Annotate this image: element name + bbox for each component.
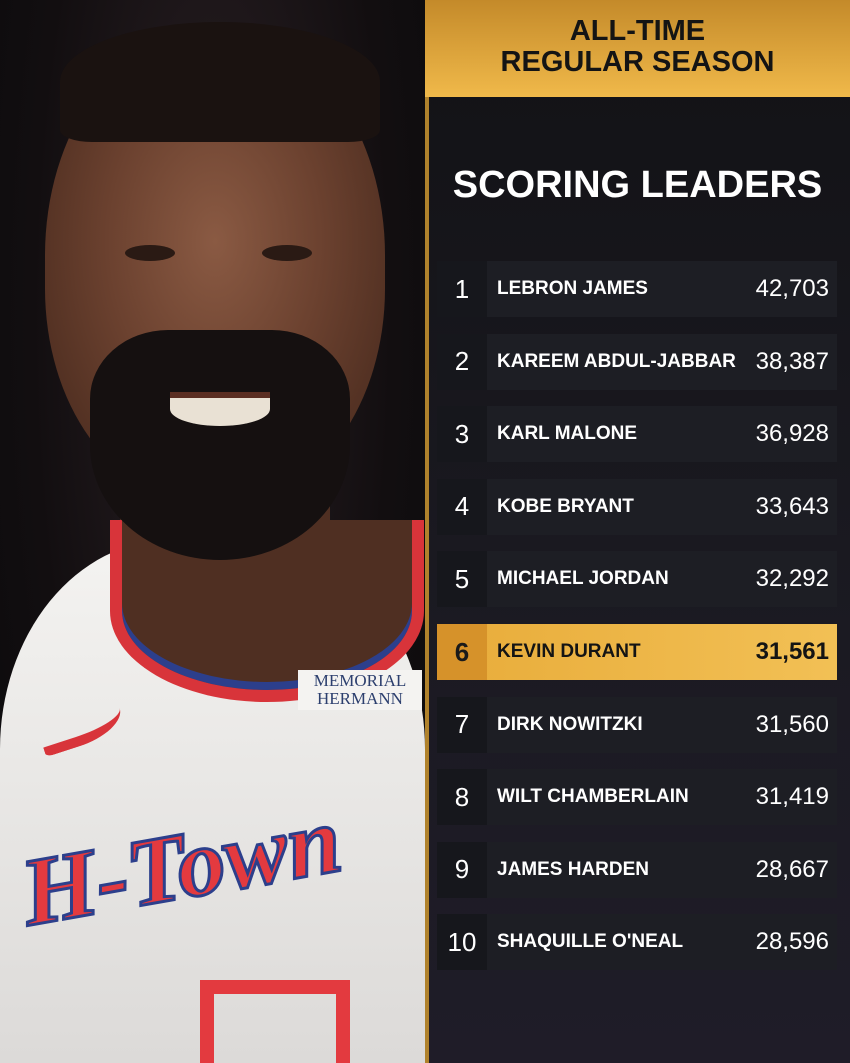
points-cell: 31,560 [756, 711, 837, 739]
rank-cell: 9 [437, 841, 487, 898]
rank: 9 [454, 854, 470, 885]
header-line-1: ALL-TIME [569, 15, 706, 47]
points-cell: 31,561 [756, 638, 837, 666]
player-mouth [170, 392, 270, 426]
name-cell: LEBRON JAMES [487, 278, 756, 300]
name-cell: JAMES HARDEN [487, 859, 756, 881]
points: 31,560 [755, 710, 829, 738]
rank-cell: 7 [437, 696, 487, 753]
name-cell: KOBE BRYANT [487, 496, 756, 518]
jersey-sponsor-patch: MEMORIAL HERMANN [298, 670, 422, 710]
points: 36,928 [755, 420, 829, 448]
rank: 2 [454, 346, 470, 377]
rank-cell: 3 [437, 406, 487, 463]
rank-cell: 2 [437, 333, 487, 390]
leader-row: 9 JAMES HARDEN 28,667 [437, 841, 837, 898]
points: 33,643 [755, 492, 829, 520]
leader-row: 3 KARL MALONE 36,928 [437, 406, 837, 463]
points: 31,561 [755, 638, 829, 665]
panel-divider [425, 0, 429, 1063]
rank: 4 [454, 491, 470, 522]
rank: 3 [454, 418, 470, 449]
points: 28,596 [755, 928, 829, 956]
rank-cell: 8 [437, 769, 487, 826]
name-cell: KEVIN DURANT [487, 641, 756, 663]
rank-cell: 6 [437, 624, 487, 680]
name-cell: MICHAEL JORDAN [487, 568, 756, 590]
player-hair [60, 22, 380, 142]
name-cell: KAREEM ABDUL-JABBAR [487, 351, 756, 373]
leader-row: 10 SHAQUILLE O'NEAL 28,596 [437, 914, 837, 971]
points: 28,667 [755, 855, 829, 883]
player-name: KOBE BRYANT [497, 495, 634, 517]
player-name: MICHAEL JORDAN [497, 568, 669, 590]
rank: 5 [454, 563, 470, 594]
points: 32,292 [755, 565, 829, 593]
player-name: LEBRON JAMES [497, 278, 648, 299]
rank: 6 [454, 636, 470, 667]
name-cell: DIRK NOWITZKI [487, 714, 756, 736]
player-name: KARL MALONE [497, 423, 638, 445]
leader-row: 1 LEBRON JAMES 42,703 [437, 261, 837, 317]
points-cell: 31,419 [756, 783, 837, 811]
name-cell: SHAQUILLE O'NEAL [487, 931, 756, 953]
leader-row: 8 WILT CHAMBERLAIN 31,419 [437, 769, 837, 826]
leader-row: 6 KEVIN DURANT 31,561 [437, 624, 837, 680]
leader-row: 5 MICHAEL JORDAN 32,292 [437, 551, 837, 608]
rank-cell: 1 [437, 261, 487, 317]
leader-row: 2 KAREEM ABDUL-JABBAR 38,387 [437, 333, 837, 390]
points: 31,419 [755, 783, 829, 811]
leader-row: 4 KOBE BRYANT 33,643 [437, 478, 837, 535]
rank-cell: 4 [437, 478, 487, 535]
points-cell: 28,667 [756, 856, 837, 884]
points-cell: 32,292 [756, 565, 837, 593]
rank-cell: 5 [437, 551, 487, 608]
player-name: KAREEM ABDUL-JABBAR [497, 350, 736, 372]
header-banner: ALL-TIME REGULAR SEASON [425, 0, 850, 97]
eye [125, 245, 175, 261]
header-line-2: REGULAR SEASON [500, 46, 775, 78]
player-name: JAMES HARDEN [497, 858, 650, 880]
player-beard [90, 330, 350, 560]
rank: 1 [454, 273, 470, 304]
player-photo: MEMORIAL HERMANN H-Town [0, 0, 425, 1063]
points-cell: 38,387 [756, 348, 837, 376]
jersey-number [200, 980, 350, 1063]
name-cell: KARL MALONE [487, 423, 756, 445]
eye [262, 245, 312, 261]
points: 38,387 [755, 347, 829, 375]
points: 42,703 [755, 275, 829, 302]
player-name: SHAQUILLE O'NEAL [497, 931, 684, 953]
player-name: DIRK NOWITZKI [497, 713, 643, 735]
points-cell: 33,643 [756, 493, 837, 521]
points-cell: 36,928 [756, 420, 837, 448]
rank: 7 [454, 709, 470, 740]
page-title: SCORING LEADERS [452, 164, 823, 206]
player-name: WILT CHAMBERLAIN [497, 786, 689, 808]
name-cell: WILT CHAMBERLAIN [487, 786, 756, 808]
leader-row: 7 DIRK NOWITZKI 31,560 [437, 696, 837, 753]
player-name: KEVIN DURANT [497, 641, 641, 662]
rank: 10 [447, 926, 477, 957]
rank-cell: 10 [437, 914, 487, 971]
points-cell: 42,703 [756, 275, 837, 303]
rank: 8 [454, 781, 470, 812]
points-cell: 28,596 [756, 928, 837, 956]
